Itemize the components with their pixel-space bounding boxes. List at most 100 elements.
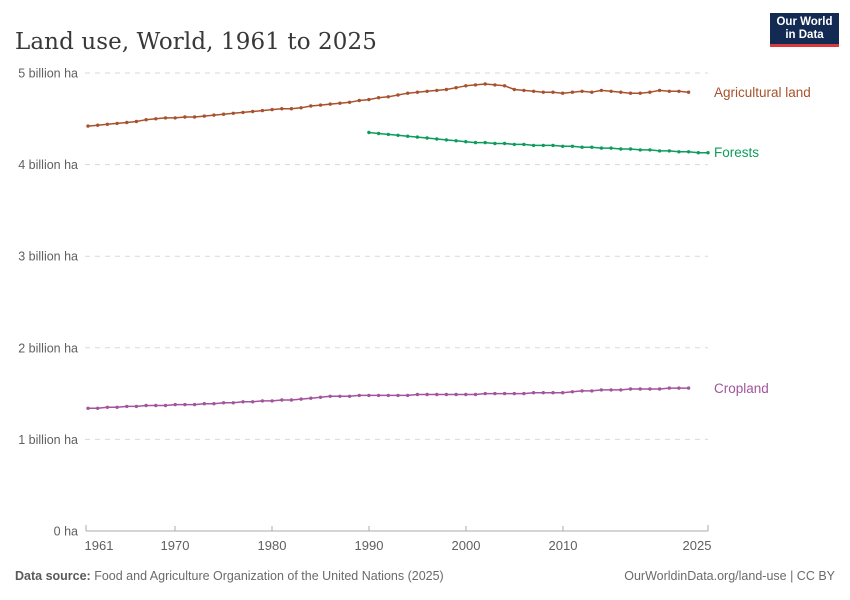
x-axis-tick-label: 2010 [549, 538, 578, 553]
owid-attribution-link[interactable]: OurWorldinData.org/land-use | CC BY [624, 569, 835, 583]
series-point [221, 112, 226, 116]
owid-logo-line2: in Data [785, 28, 824, 41]
series-point [522, 88, 526, 93]
series-point [144, 403, 148, 408]
series-point [183, 115, 187, 119]
series-point [628, 147, 633, 151]
series-point [367, 97, 371, 102]
series-point [677, 150, 681, 154]
series-point [86, 406, 90, 410]
series-point [686, 386, 691, 390]
series-point [115, 405, 119, 409]
series-point [367, 393, 371, 398]
series-point [502, 391, 507, 396]
data-source-label: Data source: [15, 569, 91, 583]
series-point [154, 403, 158, 408]
owid-logo[interactable]: Our World in Data [770, 13, 839, 47]
series-point [541, 391, 545, 395]
series-point [347, 100, 352, 105]
series-line-forests[interactable] [368, 131, 708, 154]
series-line-agricultural-land[interactable] [87, 83, 689, 127]
series-point [512, 391, 516, 396]
series-point [502, 84, 507, 88]
series-point [483, 82, 487, 86]
series-point [376, 131, 381, 136]
series-point [570, 390, 575, 394]
series-point [396, 393, 400, 398]
series-label-cropland[interactable]: Cropland [714, 380, 769, 396]
series-point [561, 144, 565, 148]
series-point [493, 141, 497, 146]
series-point [367, 130, 371, 135]
series-line-cropland[interactable] [88, 387, 689, 410]
series-point [657, 88, 662, 93]
y-axis-tick-label: 2 billion ha [18, 341, 78, 355]
series-point [105, 122, 110, 127]
series-point [609, 388, 613, 392]
series-point [454, 86, 458, 90]
series-point [493, 391, 497, 396]
series-point [289, 398, 294, 402]
series-point [512, 142, 516, 147]
series-point [570, 144, 575, 148]
series-point [541, 90, 545, 94]
series-point [202, 114, 206, 118]
series-point [406, 91, 410, 95]
series-point [280, 107, 284, 111]
series-point [328, 394, 332, 398]
series-point [309, 104, 313, 108]
series-point [202, 402, 206, 406]
series-point [609, 89, 613, 94]
chart-footer: Data source: Food and Agriculture Organi… [15, 569, 835, 589]
series-point [551, 391, 555, 395]
y-axis-tick-label: 0 ha [54, 525, 78, 539]
series-label-forests[interactable]: Forests [714, 145, 760, 161]
series-point [628, 387, 633, 391]
series-point [435, 392, 439, 397]
series-point [686, 150, 691, 154]
series-point [561, 91, 565, 95]
series-point [473, 83, 478, 87]
series-point [154, 117, 158, 121]
series-point [357, 393, 361, 398]
owid-logo-line1: Our World [776, 15, 833, 28]
series-point [667, 89, 671, 94]
series-point [415, 135, 420, 139]
series-point [677, 386, 681, 390]
series-label-agricultural-land[interactable]: Agricultural land [714, 84, 811, 100]
series-point [464, 392, 468, 397]
series-point [173, 402, 177, 407]
series-point [531, 89, 536, 94]
series-point [551, 90, 555, 94]
series-point [163, 403, 168, 408]
series-point [212, 113, 216, 117]
series-point [115, 121, 119, 126]
series-point [657, 387, 662, 391]
series-point [483, 391, 487, 396]
series-point [444, 87, 449, 92]
series-point [396, 93, 400, 97]
series-point [435, 88, 439, 93]
series-point [105, 405, 110, 409]
series-point [648, 90, 652, 94]
series-point [299, 106, 303, 110]
series-point [86, 124, 90, 128]
series-point [638, 148, 642, 152]
series-point [406, 134, 410, 138]
series-point [376, 393, 381, 398]
series-point [648, 387, 652, 391]
series-point [260, 399, 265, 403]
series-point [173, 116, 177, 120]
x-axis-tick-label: 2025 [683, 538, 712, 553]
series-point [396, 133, 400, 137]
series-point [251, 109, 255, 114]
series-point [493, 83, 497, 87]
series-point [609, 146, 613, 150]
series-point [328, 102, 332, 106]
series-point [386, 132, 390, 137]
series-point [289, 107, 294, 111]
x-axis-tick-label: 1990 [355, 538, 384, 553]
series-point [386, 393, 390, 398]
series-point [667, 149, 671, 153]
series-point [134, 119, 139, 124]
